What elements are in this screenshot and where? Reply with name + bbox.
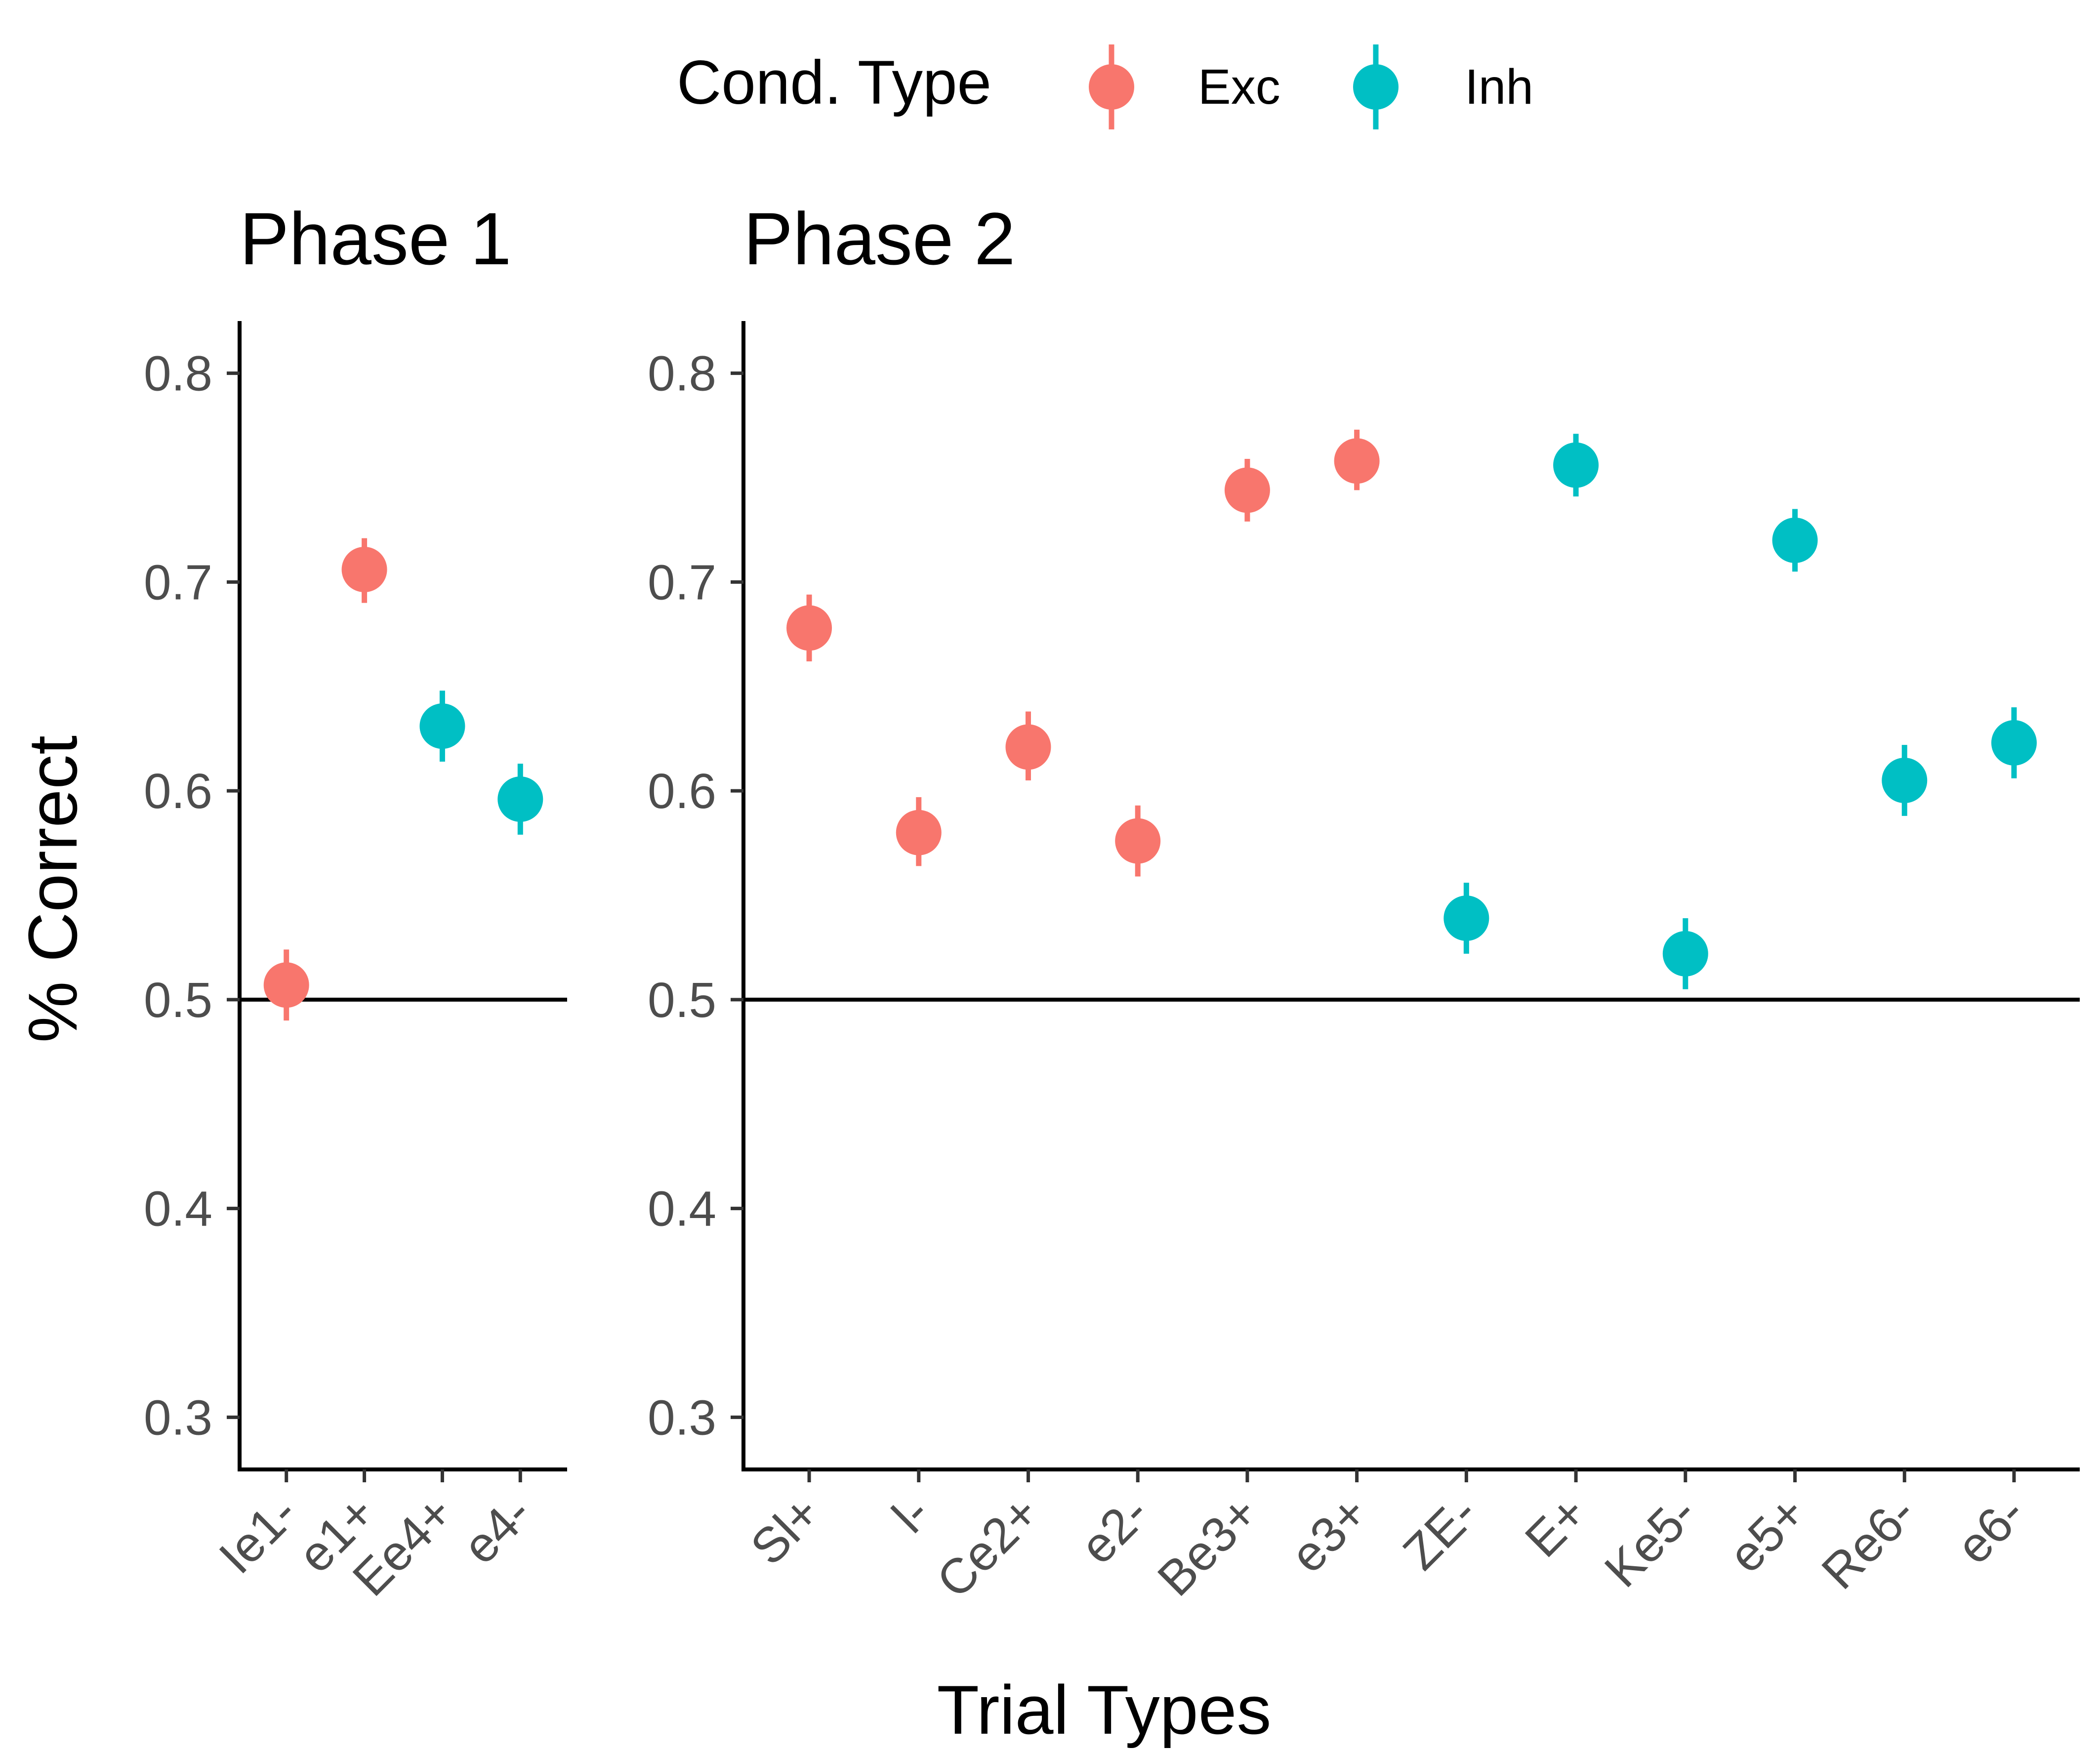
x-tick-label: Sl+ [740, 1485, 830, 1575]
data-point-e4- [497, 764, 543, 835]
y-tick-label: 0.5 [648, 973, 716, 1028]
legend-title: Cond. Type [677, 48, 991, 117]
x-tick-label: ZE- [1393, 1485, 1488, 1580]
point-marker [1443, 895, 1489, 941]
data-point-Sl+ [786, 594, 832, 662]
legend-label: Exc [1198, 59, 1280, 115]
x-tick-label: Ke5- [1594, 1485, 1707, 1598]
point-marker [1772, 517, 1818, 563]
y-tick-label: 0.4 [648, 1181, 716, 1237]
data-point-e3+ [1334, 429, 1380, 490]
point-marker [1005, 724, 1051, 770]
legend-entry-exc: Exc [1089, 44, 1280, 129]
legend-key-point [1353, 64, 1399, 110]
x-axis-label: Trial Types [937, 1671, 1272, 1749]
point-marker [1882, 758, 1928, 803]
data-point-Ke5- [1662, 918, 1708, 989]
data-point-Be3+ [1224, 459, 1270, 522]
y-tick-label: 0.3 [144, 1390, 212, 1445]
y-axis-label: % Correct [14, 735, 91, 1043]
data-point-Ee4+ [419, 691, 465, 762]
data-point-e1+ [341, 538, 387, 603]
x-tick-label: e5+ [1718, 1485, 1816, 1583]
x-tick-label: e3+ [1280, 1485, 1378, 1583]
y-tick-label: 0.7 [144, 555, 212, 610]
y-tick-label: 0.8 [648, 346, 716, 402]
point-marker [1662, 931, 1708, 977]
point-marker [419, 703, 465, 749]
point-marker [263, 962, 309, 1008]
data-point-l- [896, 797, 942, 866]
point-marker [786, 605, 832, 651]
data-point-Ce2+ [1005, 711, 1051, 780]
y-tick-label: 0.8 [144, 346, 212, 402]
x-tick-label: Ce2+ [926, 1485, 1050, 1608]
x-tick-label: e6- [1946, 1485, 2035, 1574]
legend-label: Inh [1465, 59, 1533, 115]
panel-2: Phase 2 0.3 0.4 0.5 0.6 0.7 0.8 Sl+ l-Ce2+ e2-Be3… [648, 197, 2080, 1609]
point-marker [341, 547, 387, 593]
y-tick-label: 0.4 [144, 1181, 212, 1237]
y-tick-label: 0.5 [144, 973, 212, 1028]
y-tick-label: 0.3 [648, 1390, 716, 1445]
y-tick-label: 0.6 [144, 764, 212, 819]
legend-key-point [1089, 64, 1134, 110]
panel-title: Phase 1 [240, 197, 511, 280]
x-tick-label: Be3+ [1147, 1485, 1269, 1606]
x-tick-label: E+ [1515, 1485, 1598, 1568]
x-tick-label: e4- [452, 1485, 541, 1574]
point-marker [1224, 467, 1270, 513]
panel-title: Phase 2 [743, 197, 1015, 280]
data-point-E+ [1553, 434, 1599, 497]
data-point-e6- [1991, 707, 2037, 778]
x-tick-label: Ie1- [208, 1485, 308, 1584]
x-tick-label: Re6- [1811, 1485, 1926, 1599]
point-marker [896, 810, 942, 855]
data-point-Ie1- [263, 949, 309, 1021]
point-marker [1991, 720, 2037, 766]
data-point-e2- [1115, 805, 1161, 877]
point-marker [1115, 818, 1161, 864]
legend: Cond. Type Exc Inh [677, 44, 1533, 129]
point-marker [497, 776, 543, 822]
point-marker [1553, 442, 1599, 488]
data-point-Re6- [1882, 745, 1928, 816]
data-point-ZE- [1443, 883, 1489, 954]
x-tick-label: e2- [1070, 1485, 1159, 1574]
data-point-e5+ [1772, 509, 1818, 572]
x-tick-label: l- [882, 1485, 940, 1543]
y-tick-label: 0.6 [648, 764, 716, 819]
y-tick-label: 0.7 [648, 555, 716, 610]
legend-entry-inh: Inh [1353, 44, 1533, 129]
point-marker [1334, 438, 1380, 484]
